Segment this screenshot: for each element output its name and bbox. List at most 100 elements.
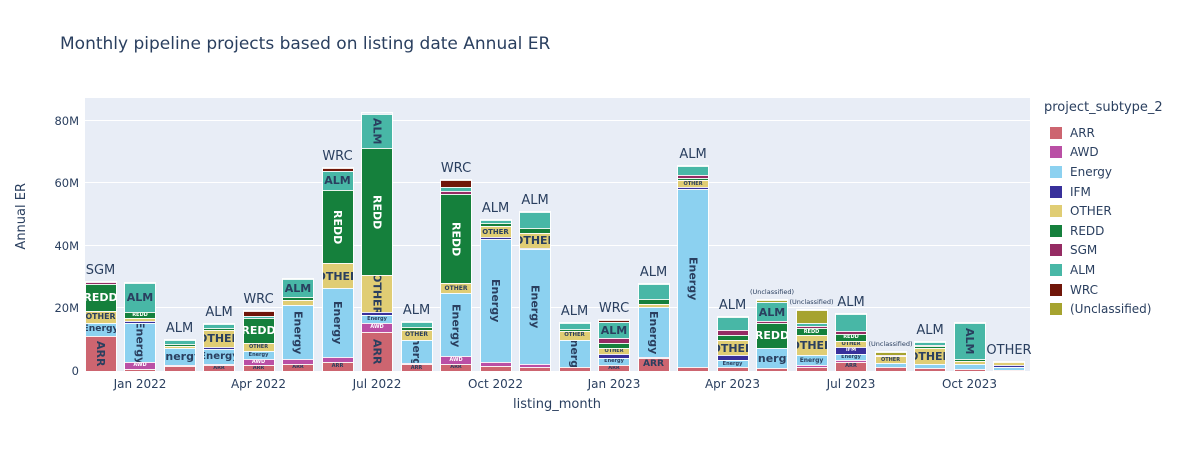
bar-segment[interactable] [796,323,827,326]
bar-segment[interactable] [204,324,234,328]
bar[interactable]: ARR Energy OTHER REDD [85,282,116,371]
bar[interactable]: OTHER [915,341,945,371]
bar-segment[interactable] [520,212,550,229]
bar-segment[interactable] [480,222,511,227]
bar-segment[interactable]: Energy [322,288,353,357]
bar-segment[interactable] [875,352,906,355]
bar-segment[interactable] [599,320,629,322]
bar-segment[interactable] [480,220,511,223]
bar-segment[interactable] [717,355,748,361]
bar-segment[interactable] [678,367,708,371]
legend-item[interactable]: SGM [1044,241,1196,261]
bar-segment[interactable] [599,342,629,348]
bar-segment[interactable] [678,187,708,189]
bar-segment[interactable]: ARR [836,361,866,371]
bar-segment[interactable] [322,167,353,172]
bar-segment[interactable] [836,314,866,332]
bar-segment[interactable]: OTHER [322,263,353,289]
bar-segment[interactable] [125,320,155,324]
bar-segment[interactable]: ALM [283,278,313,298]
bar-segment[interactable] [796,325,827,329]
bar-segment[interactable] [559,328,590,331]
bar-segment[interactable] [678,174,708,178]
bar-segment[interactable]: OTHER [717,340,748,356]
bar[interactable]: Energy [164,340,195,371]
bar-segment[interactable]: OTHER [836,340,866,347]
bar-segment[interactable] [717,330,748,336]
bar-segment[interactable]: AWD [362,322,392,332]
bar-segment[interactable] [757,367,787,371]
bar-segment[interactable]: Energy [204,349,234,364]
bar-segment[interactable] [599,337,629,343]
bar[interactable]: ARR Energy ALM [283,278,313,371]
bar[interactable]: ALM [954,323,985,371]
bar-segment[interactable] [243,315,274,318]
bar-segment[interactable]: OTHER [915,347,945,365]
bar-segment[interactable] [283,297,313,300]
bar-segment[interactable]: AWD [441,356,471,364]
bar-segment[interactable]: Energy [520,248,550,364]
legend-item[interactable]: (Unclassified) [1044,299,1196,319]
bar-segment[interactable] [164,365,195,367]
bar-segment[interactable]: ARR [85,335,116,371]
bar-segment[interactable] [796,365,827,368]
bar-segment[interactable]: ARR [243,365,274,371]
bar-segment[interactable]: OTHER [559,330,590,341]
bar-segment[interactable] [520,363,550,367]
bar-segment[interactable] [836,331,866,334]
bar-segment[interactable] [164,346,195,348]
bar-segment[interactable]: ALM [322,171,353,190]
bar-segment[interactable] [480,361,511,367]
bar-segment[interactable]: ALM [362,113,392,148]
bar-segment[interactable] [599,354,629,358]
bar-segment[interactable] [204,346,234,350]
bar-segment[interactable] [204,363,234,366]
bar-segment[interactable] [204,327,234,330]
bar-segment[interactable]: Energy [717,360,748,367]
legend-item[interactable]: Energy [1044,162,1196,182]
bar-segment[interactable] [994,369,1024,371]
bar-segment[interactable] [717,316,748,331]
bar-segment[interactable]: OTHER [441,283,471,294]
bar-segment[interactable] [796,367,827,371]
bar-segment[interactable] [125,317,155,321]
bar-segment[interactable] [757,321,787,323]
bar-segment[interactable] [954,360,985,365]
bar-segment[interactable]: ALM [125,283,155,312]
bar-segment[interactable] [915,367,945,371]
bar-segment[interactable] [322,356,353,362]
bar-segment[interactable] [164,344,195,347]
bar-segment[interactable]: Energy [599,357,629,366]
bar[interactable] [994,361,1024,371]
bar-segment[interactable]: Energy [836,353,866,361]
bar-segment[interactable] [638,356,669,358]
bar-segment[interactable] [441,187,471,192]
bar-segment[interactable]: ALM [757,301,787,322]
bar-segment[interactable] [520,228,550,233]
bar-segment[interactable]: OTHER [204,329,234,347]
bar-segment[interactable] [915,364,945,368]
legend-item[interactable]: ALM [1044,260,1196,280]
bar-segment[interactable] [243,310,274,316]
bar-segment[interactable]: ARR [638,357,669,371]
bar-segment[interactable]: OTHER [599,347,629,355]
bar[interactable]: Energy REDD ALM [757,299,787,371]
bar-segment[interactable] [875,363,906,367]
bar-segment[interactable] [994,365,1024,368]
bar-segment[interactable]: Energy [125,323,155,362]
legend-item[interactable]: REDD [1044,221,1196,241]
bar-segment[interactable] [915,341,945,345]
bar-segment[interactable] [638,284,669,300]
bar-segment[interactable]: OTHER [85,310,116,323]
bar-segment[interactable]: ARR [401,364,432,371]
bar-segment[interactable] [441,191,471,195]
bar-segment[interactable]: ALM [599,321,629,338]
bar-segment[interactable]: Energy [85,322,116,336]
bar-segment[interactable]: ARR [441,363,471,371]
bar[interactable]: Energy OTHER REDD [796,310,827,371]
